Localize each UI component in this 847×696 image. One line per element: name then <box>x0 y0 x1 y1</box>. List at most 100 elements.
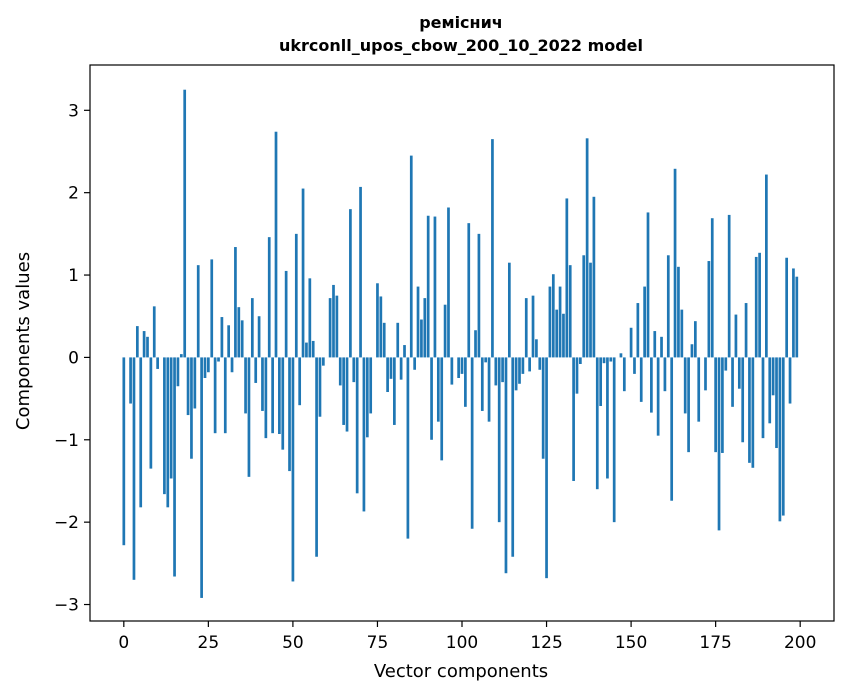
bar-29 <box>220 317 224 358</box>
bar-91 <box>430 357 433 440</box>
bar-110 <box>494 357 498 386</box>
bar-8 <box>149 357 153 469</box>
bar-107 <box>484 357 488 363</box>
bar-154 <box>643 286 646 358</box>
bar-92 <box>433 216 437 358</box>
y-tick-label: 1 <box>68 266 79 286</box>
x-tick-label: 175 <box>699 633 731 653</box>
bar-15 <box>173 357 176 577</box>
bar-144 <box>609 357 613 362</box>
bar-134 <box>575 357 579 394</box>
bar-70 <box>359 186 362 358</box>
bar-95 <box>443 304 447 358</box>
bar-173 <box>707 261 711 358</box>
x-tick-label: 50 <box>282 633 304 653</box>
bar-143 <box>606 357 609 479</box>
bar-120 <box>528 357 531 372</box>
x-tick-label: 75 <box>367 633 389 653</box>
bar-121 <box>531 295 535 358</box>
bar-108 <box>487 357 491 422</box>
bar-0 <box>122 357 126 546</box>
bar-130 <box>562 313 565 358</box>
bar-27 <box>213 357 217 434</box>
bar-192 <box>771 357 775 396</box>
bar-195 <box>781 357 785 516</box>
bar-17 <box>179 354 183 358</box>
bar-99 <box>457 357 460 378</box>
y-tick-label: 3 <box>68 101 79 121</box>
bar-76 <box>379 296 383 358</box>
bar-97 <box>450 357 454 385</box>
chart-title: ремiснич <box>419 13 503 32</box>
bar-153 <box>639 357 643 402</box>
bar-90 <box>426 215 430 358</box>
bar-179 <box>727 214 731 358</box>
bar-147 <box>619 353 623 358</box>
bar-148 <box>622 357 626 392</box>
bar-9 <box>152 306 156 358</box>
bar-101 <box>464 357 467 407</box>
bar-47 <box>281 357 285 450</box>
x-tick-label: 150 <box>615 633 647 653</box>
bar-141 <box>599 357 603 407</box>
bar-72 <box>365 357 369 438</box>
bar-104 <box>474 330 477 358</box>
bar-155 <box>646 212 650 358</box>
bar-54 <box>305 342 308 358</box>
bar-10 <box>156 357 159 369</box>
bar-69 <box>355 357 359 494</box>
bar-161 <box>666 255 670 358</box>
bar-182 <box>737 357 741 389</box>
x-tick-label: 0 <box>118 633 129 653</box>
bar-38 <box>250 298 254 358</box>
bar-89 <box>423 298 427 358</box>
bar-193 <box>775 357 778 449</box>
bar-111 <box>497 357 501 523</box>
bar-123 <box>538 357 542 370</box>
bar-198 <box>792 268 795 358</box>
bar-55 <box>308 278 312 358</box>
y-axis-label: Components values <box>13 252 34 430</box>
bar-75 <box>376 283 379 358</box>
bar-177 <box>721 357 724 453</box>
bar-58 <box>318 357 322 417</box>
bar-51 <box>294 233 298 358</box>
bar-19 <box>186 357 190 416</box>
bar-114 <box>507 262 511 358</box>
bar-83 <box>403 345 406 358</box>
bar-151 <box>633 357 636 374</box>
bar-112 <box>501 357 504 383</box>
bar-20 <box>190 357 193 459</box>
y-tick-label: −3 <box>54 596 79 616</box>
bar-37 <box>247 357 251 477</box>
bar-115 <box>511 357 515 557</box>
bar-4 <box>135 326 139 358</box>
bar-49 <box>288 357 291 472</box>
bar-7 <box>146 336 149 358</box>
bar-190 <box>765 174 768 358</box>
bar-3 <box>132 357 136 580</box>
bar-57 <box>315 357 318 557</box>
bar-30 <box>223 357 227 434</box>
bar-127 <box>551 274 555 358</box>
bar-125 <box>545 357 548 579</box>
bar-65 <box>342 357 345 425</box>
bar-78 <box>386 357 389 393</box>
bar-167 <box>687 357 690 453</box>
y-axis-ticks: −3 −2 −1 0 1 2 3 <box>54 101 90 616</box>
bar-68 <box>352 357 356 383</box>
x-tick-label: 100 <box>446 633 478 653</box>
bar-185 <box>748 357 751 463</box>
bar-59 <box>321 357 325 366</box>
bar-129 <box>558 286 562 358</box>
bar-131 <box>565 198 569 358</box>
x-axis-ticks: 0 25 50 75 100 125 150 175 200 <box>118 621 816 653</box>
bar-184 <box>744 303 748 358</box>
bar-5 <box>139 357 143 508</box>
bar-116 <box>514 357 518 391</box>
bar-156 <box>650 357 653 413</box>
bar-12 <box>163 357 166 495</box>
bar-136 <box>582 255 586 358</box>
bar-113 <box>504 357 508 574</box>
